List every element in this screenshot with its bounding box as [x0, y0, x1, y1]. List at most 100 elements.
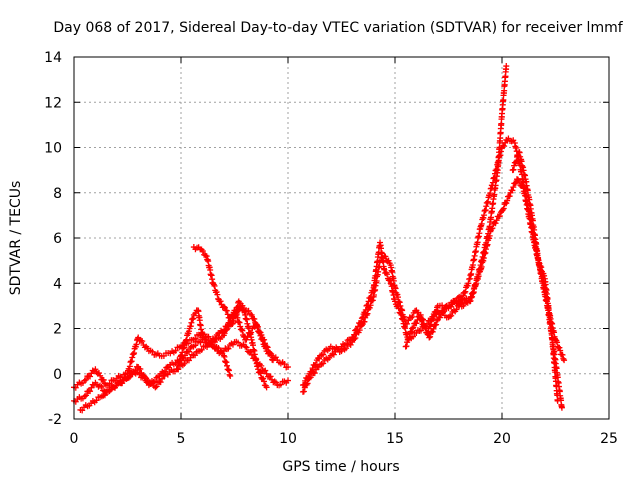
- data-point: [448, 312, 455, 319]
- data-point: [426, 334, 433, 341]
- data-point: [281, 360, 288, 367]
- data-point: [516, 178, 523, 185]
- data-point: [261, 378, 268, 385]
- data-point: [264, 344, 271, 351]
- data-point: [251, 315, 258, 322]
- data-point: [192, 352, 199, 359]
- data-point: [413, 320, 420, 327]
- data-point: [263, 384, 270, 391]
- data-point: [433, 317, 440, 324]
- data-point: [420, 320, 427, 327]
- data-point: [384, 271, 391, 278]
- data-point: [242, 343, 249, 350]
- data-point: [263, 370, 270, 377]
- data-point: [153, 383, 160, 390]
- data-point: [311, 362, 318, 369]
- data-point: [89, 367, 96, 374]
- data-point: [235, 339, 242, 346]
- data-point: [500, 205, 507, 212]
- data-point: [492, 220, 499, 227]
- data-point: [506, 193, 513, 200]
- data-point: [106, 380, 113, 387]
- data-point: [457, 293, 464, 300]
- data-point: [381, 266, 388, 273]
- data-point: [241, 308, 248, 315]
- data-point: [420, 316, 427, 323]
- data-point: [351, 336, 358, 343]
- data-point: [187, 354, 194, 361]
- data-point: [277, 381, 284, 388]
- data-point: [213, 288, 220, 295]
- data-point: [211, 282, 218, 289]
- data-point: [433, 308, 440, 315]
- y-tick-label: 14: [44, 50, 62, 66]
- data-point: [510, 184, 517, 191]
- data-point: [343, 345, 350, 352]
- y-tick-label: 8: [53, 186, 62, 202]
- data-point: [101, 392, 108, 399]
- data-point: [223, 307, 230, 314]
- data-point: [149, 348, 156, 355]
- data-point: [503, 63, 510, 70]
- data-point: [438, 311, 445, 318]
- x-tick-label: 0: [70, 431, 79, 447]
- data-point: [186, 348, 193, 355]
- x-tick-label: 25: [600, 431, 618, 447]
- data-point: [261, 340, 268, 347]
- data-point: [83, 376, 90, 383]
- data-point: [410, 324, 417, 331]
- data-point: [352, 334, 359, 341]
- data-point: [441, 307, 448, 314]
- data-point: [561, 357, 568, 364]
- data-point: [450, 307, 457, 314]
- data-point: [199, 248, 206, 255]
- data-point: [406, 334, 413, 341]
- data-point: [202, 336, 209, 343]
- data-point: [243, 344, 250, 351]
- data-point: [253, 322, 260, 329]
- data-point: [541, 272, 548, 279]
- y-tick-label: 12: [44, 95, 62, 111]
- data-point: [157, 379, 164, 386]
- data-point: [139, 338, 146, 345]
- data-point: [192, 335, 199, 342]
- data-point: [408, 314, 415, 321]
- data-point: [236, 319, 243, 326]
- chart-grid: [74, 57, 609, 419]
- data-point: [364, 310, 371, 317]
- data-point: [429, 328, 436, 335]
- data-point: [557, 347, 564, 354]
- data-point: [245, 307, 252, 314]
- data-point: [558, 404, 565, 411]
- data-point: [270, 357, 277, 364]
- data-point: [136, 371, 143, 378]
- y-tick-label: 6: [53, 231, 62, 247]
- y-tick-label: -2: [48, 412, 62, 428]
- x-tick-label: 15: [386, 431, 404, 447]
- data-point: [262, 367, 269, 374]
- data-point: [212, 335, 219, 342]
- data-point: [312, 361, 319, 368]
- data-point: [559, 351, 566, 358]
- data-point: [436, 314, 443, 321]
- data-point: [453, 306, 460, 313]
- data-point: [217, 298, 224, 305]
- y-tick-label: 2: [53, 322, 62, 338]
- x-tick-label: 5: [177, 431, 186, 447]
- x-tick-label: 10: [279, 431, 297, 447]
- data-point: [237, 300, 244, 307]
- data-point: [257, 370, 264, 377]
- data-point: [305, 373, 312, 380]
- chart-points: [71, 63, 568, 414]
- data-point: [100, 376, 107, 383]
- data-point: [308, 368, 315, 375]
- data-point: [367, 302, 374, 309]
- data-point: [172, 347, 179, 354]
- data-point: [433, 321, 440, 328]
- data-point: [144, 376, 151, 383]
- data-point: [501, 143, 508, 150]
- data-point: [496, 213, 503, 220]
- data-point: [409, 313, 416, 320]
- y-tick-label: 0: [53, 367, 62, 383]
- data-point: [137, 366, 144, 373]
